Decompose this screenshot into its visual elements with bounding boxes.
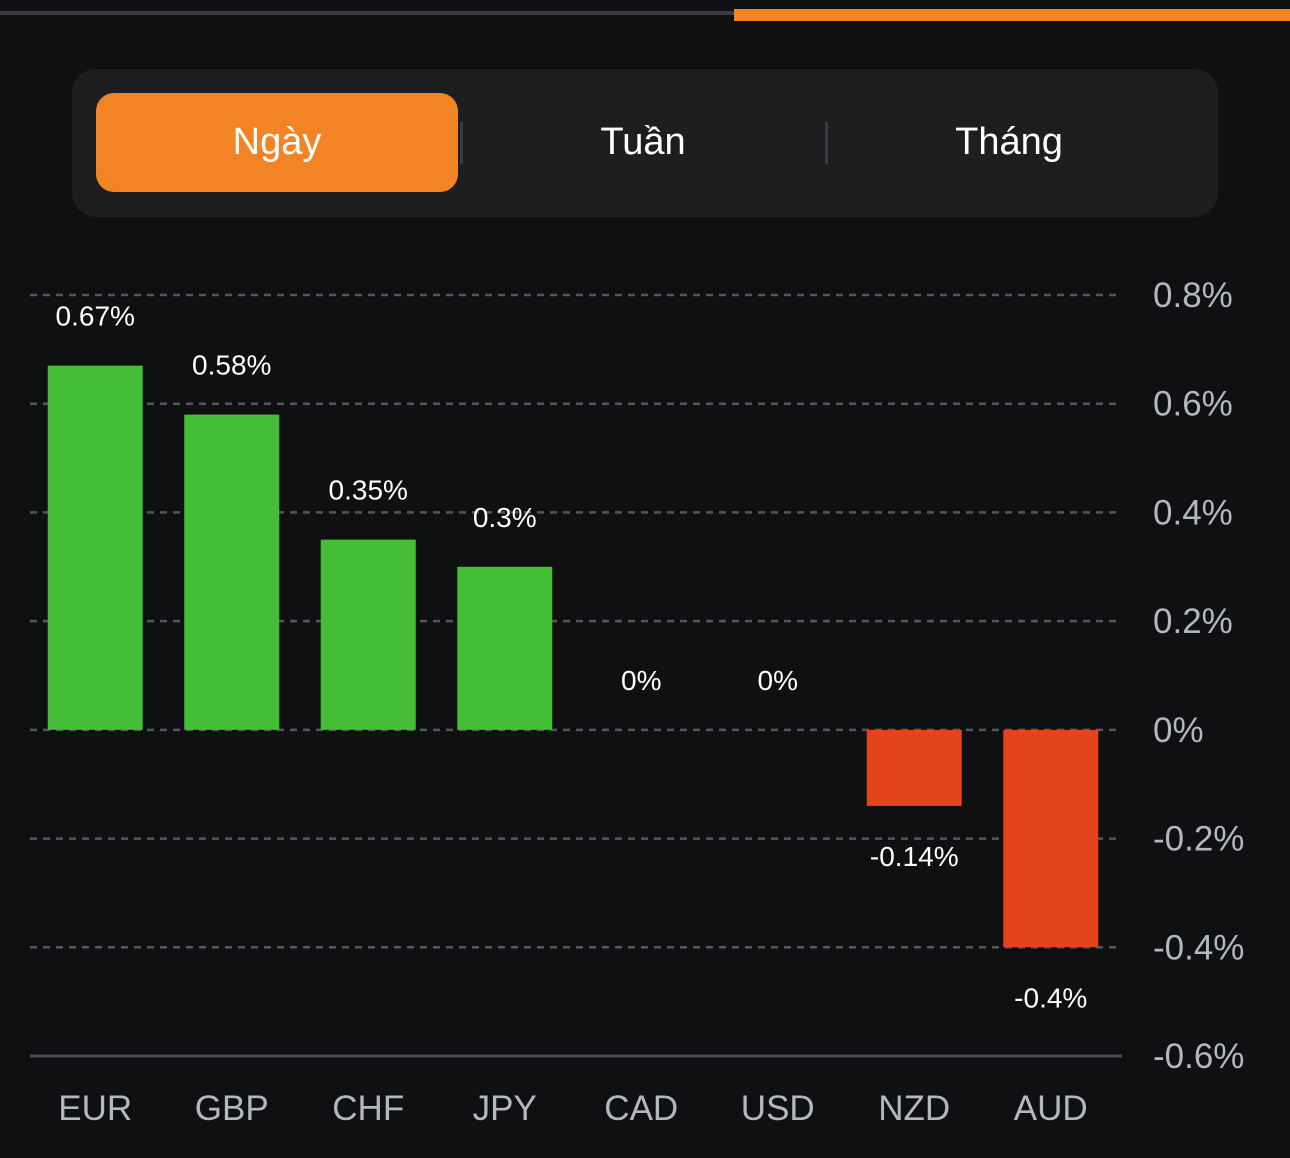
period-segmented-control: Ngày Tuần Tháng xyxy=(72,69,1218,217)
segment-divider xyxy=(460,122,463,164)
tab-week[interactable]: Tuần xyxy=(600,121,686,163)
y-tick-label: 0.6% xyxy=(1153,385,1233,424)
data-label: -0.14% xyxy=(870,841,959,872)
bar-nzd xyxy=(866,729,962,806)
data-label: 0.3% xyxy=(473,502,537,533)
x-tick-label: CHF xyxy=(332,1089,404,1128)
y-tick-label: 0% xyxy=(1153,711,1204,750)
y-tick-label: -0.2% xyxy=(1153,820,1244,859)
y-tick-label: 0.2% xyxy=(1153,602,1233,641)
y-tick-label: 0.8% xyxy=(1153,276,1233,315)
segment-divider xyxy=(825,122,828,164)
tab-day[interactable]: Ngày xyxy=(96,93,458,192)
bar-eur xyxy=(47,365,143,730)
data-label: 0.67% xyxy=(56,301,135,332)
tab-indicator-active xyxy=(734,9,1290,21)
data-label: 0.58% xyxy=(192,350,271,381)
y-tick-label: -0.4% xyxy=(1153,928,1244,967)
x-tick-label: JPY xyxy=(473,1089,537,1128)
data-label: 0.35% xyxy=(329,475,408,506)
x-tick-label: EUR xyxy=(58,1089,132,1128)
data-label: 0% xyxy=(621,665,661,696)
bar-jpy xyxy=(457,566,553,730)
x-tick-label: AUD xyxy=(1014,1089,1088,1128)
x-tick-label: CAD xyxy=(604,1089,678,1128)
x-tick-label: USD xyxy=(741,1089,815,1128)
x-tick-label: NZD xyxy=(878,1089,950,1128)
tab-indicator-track xyxy=(0,11,734,15)
bar-aud xyxy=(1003,729,1099,948)
y-tick-label: -0.6% xyxy=(1153,1037,1244,1076)
data-label: 0% xyxy=(758,665,798,696)
y-tick-label: 0.4% xyxy=(1153,493,1233,532)
bar-chf xyxy=(320,539,416,730)
bar-gbp xyxy=(184,414,280,730)
data-label: -0.4% xyxy=(1014,982,1087,1013)
x-tick-label: GBP xyxy=(195,1089,269,1128)
tab-month[interactable]: Tháng xyxy=(955,121,1063,163)
